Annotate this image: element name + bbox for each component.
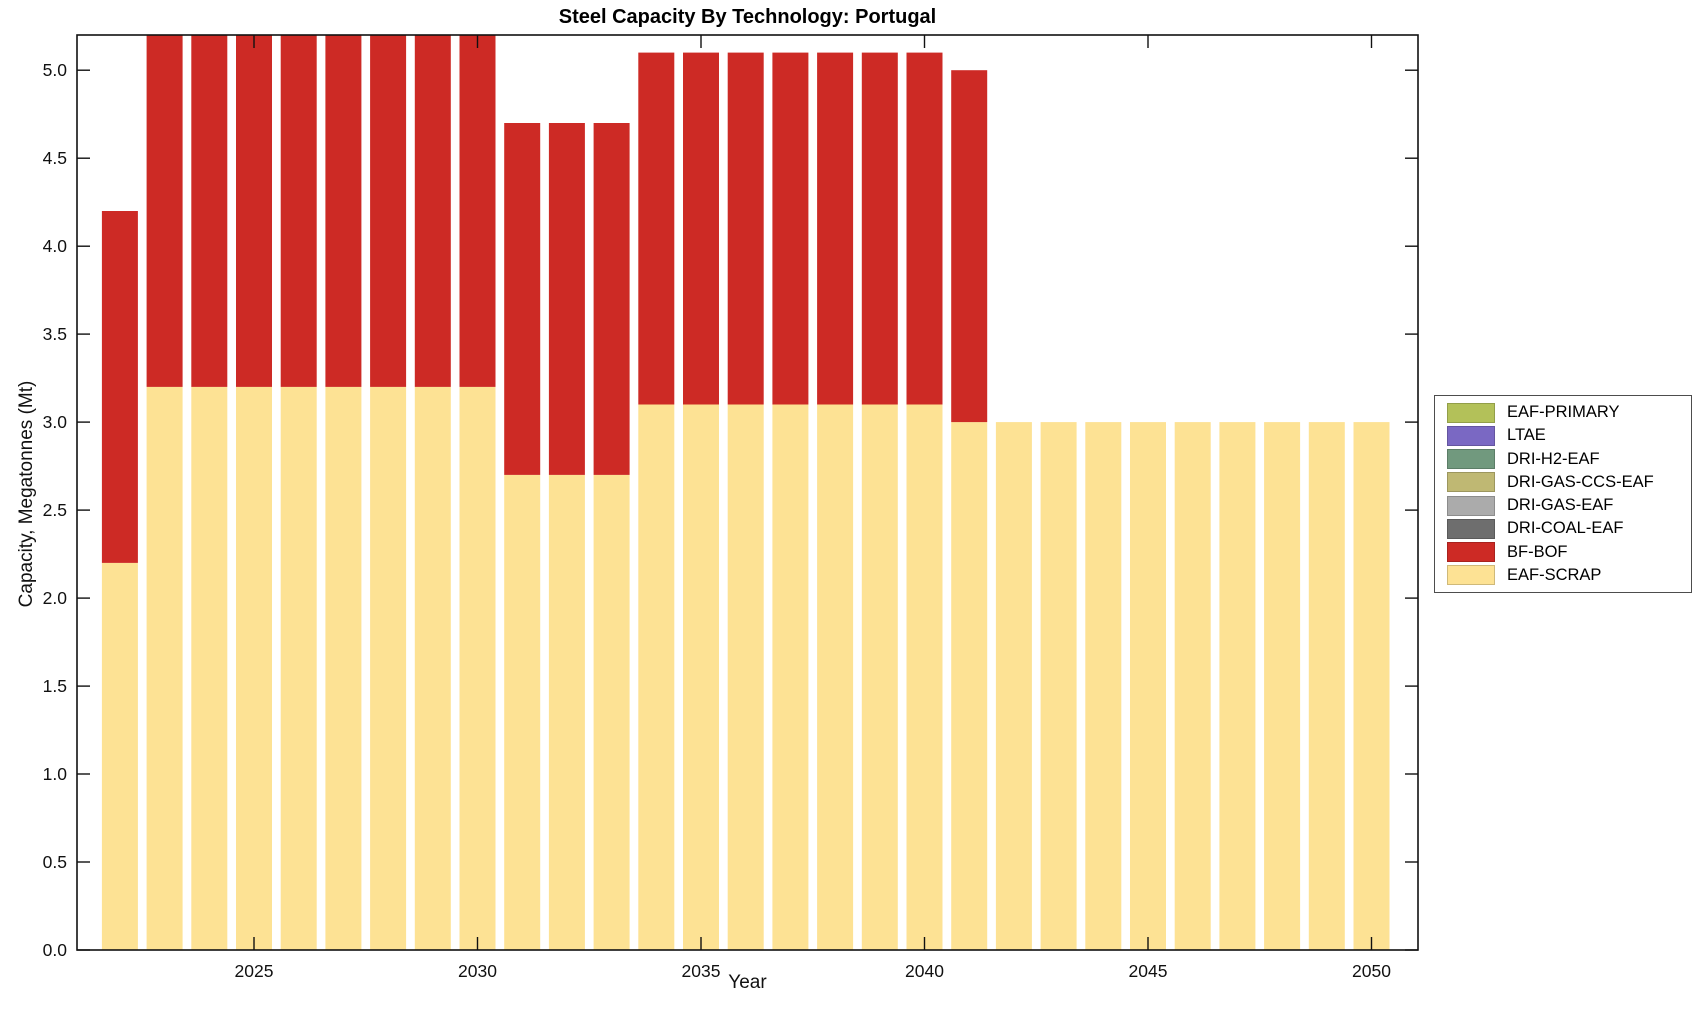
bar-2025-BF-BOF [236,35,272,387]
legend-label: EAF-SCRAP [1507,565,1602,584]
bar-2024-EAF-SCRAP [191,386,228,950]
legend-label: DRI-COAL-EAF [1507,519,1624,538]
y-tick-label: 4.0 [43,236,68,256]
legend-swatch-eaf-scrap [1447,565,1495,586]
bar-2045-EAF-SCRAP [1130,422,1166,951]
chart-title: Steel Capacity By Technology: Portugal [558,6,937,28]
bar-2034-EAF-SCRAP [638,404,675,950]
bar-2041-BF-BOF [951,70,988,423]
x-tick-label: 2025 [235,961,274,981]
legend-swatch-bf-bof [1447,542,1495,563]
legend-item-eaf-scrap: EAF-SCRAP [1435,565,1691,586]
bar-2028-BF-BOF [370,35,407,387]
bar-2029-EAF-SCRAP [414,386,451,950]
bar-2037-EAF-SCRAP [772,404,809,950]
bar-2044-EAF-SCRAP [1085,422,1122,951]
legend-label: EAF-PRIMARY [1507,403,1620,422]
legend-swatch-dri-gas-eaf [1447,495,1495,516]
y-tick-label: 0.5 [43,852,67,872]
y-tick-label: 4.5 [43,148,67,168]
bar-2037-BF-BOF [772,52,809,405]
x-axis-label: Year [728,972,767,993]
y-tick-label: 5.0 [43,60,68,80]
legend-item-bf-bof: BF-BOF [1435,542,1691,563]
bar-2022-BF-BOF [101,211,138,563]
y-tick-label: 1.0 [43,764,68,784]
bar-2038-BF-BOF [817,52,854,405]
x-tick-label: 2045 [1129,961,1168,981]
bar-2043-EAF-SCRAP [1040,422,1077,951]
bar-2046-EAF-SCRAP [1174,422,1211,951]
bar-2027-BF-BOF [325,35,362,387]
axes-box [76,34,1419,951]
legend-item-eaf-primary: EAF-PRIMARY [1435,402,1691,423]
bar-2033-EAF-SCRAP [593,474,630,950]
legend-item-dri-gas-eaf: DRI-GAS-EAF [1435,495,1691,516]
bar-2023-BF-BOF [146,35,183,387]
bar-2049-EAF-SCRAP [1308,422,1345,951]
x-tick-label: 2050 [1352,961,1391,981]
legend-item-dri-coal-eaf: DRI-COAL-EAF [1435,518,1691,539]
bar-2040-EAF-SCRAP [906,404,943,950]
bar-2041-EAF-SCRAP [951,422,988,951]
bar-2022-EAF-SCRAP [101,562,138,950]
bar-2032-BF-BOF [548,123,585,475]
legend-label: DRI-H2-EAF [1507,449,1600,468]
bar-2031-BF-BOF [504,123,541,475]
bar-2039-EAF-SCRAP [861,404,898,950]
legend-item-ltae: LTAE [1435,425,1691,446]
legend-label: DRI-GAS-CCS-EAF [1507,472,1654,491]
y-tick-label: 2.5 [43,500,67,520]
legend-swatch-dri-gas-ccs-eaf [1447,472,1495,493]
legend-swatch-ltae [1447,425,1495,446]
bar-2050-EAF-SCRAP [1353,422,1390,951]
legend-item-dri-h2-eaf: DRI-H2-EAF [1435,449,1691,470]
bar-2035-BF-BOF [683,52,719,405]
bar-2048-EAF-SCRAP [1264,422,1301,951]
y-tick-label: 1.5 [43,676,67,696]
bar-2026-BF-BOF [280,35,317,387]
legend-label: LTAE [1507,426,1546,445]
y-tick-label: 0.0 [43,940,68,960]
bar-2024-BF-BOF [191,35,228,387]
bar-2038-EAF-SCRAP [817,404,854,950]
bar-2027-EAF-SCRAP [325,386,362,950]
bar-2030-EAF-SCRAP [459,386,496,950]
legend-swatch-dri-coal-eaf [1447,518,1495,539]
bar-2040-BF-BOF [906,52,943,405]
bar-2036-BF-BOF [727,52,764,405]
legend-swatch-eaf-primary [1447,402,1495,423]
bar-2031-EAF-SCRAP [504,474,541,950]
bar-2026-EAF-SCRAP [280,386,317,950]
bar-2029-BF-BOF [414,35,451,387]
x-tick-label: 2030 [458,961,497,981]
bar-2035-EAF-SCRAP [683,404,719,950]
legend-label: DRI-GAS-EAF [1507,496,1614,515]
x-tick-label: 2040 [905,961,944,981]
legend-swatch-dri-h2-eaf [1447,449,1495,470]
bar-2033-BF-BOF [593,123,630,475]
y-tick-label: 3.5 [43,324,67,344]
bar-2030-BF-BOF [459,35,496,387]
bar-2039-BF-BOF [861,52,898,405]
bar-2042-EAF-SCRAP [995,422,1032,951]
bar-2034-BF-BOF [638,52,675,405]
y-tick-label: 2.0 [43,588,68,608]
bar-2025-EAF-SCRAP [236,386,272,950]
bar-2047-EAF-SCRAP [1219,422,1256,951]
y-axis-label: Capacity, Megatonnes (Mt) [16,380,37,608]
bar-2028-EAF-SCRAP [370,386,407,950]
bar-2032-EAF-SCRAP [548,474,585,950]
legend-item-dri-gas-ccs-eaf: DRI-GAS-CCS-EAF [1435,472,1691,493]
x-tick-label: 2035 [682,961,721,981]
bar-2036-EAF-SCRAP [727,404,764,950]
legend-label: BF-BOF [1507,542,1568,561]
y-tick-label: 3.0 [43,412,68,432]
legend: EAF-PRIMARY LTAE DRI-H2-EAF DRI-GAS-CCS-EAF… [1434,395,1692,593]
bar-2023-EAF-SCRAP [146,386,183,950]
